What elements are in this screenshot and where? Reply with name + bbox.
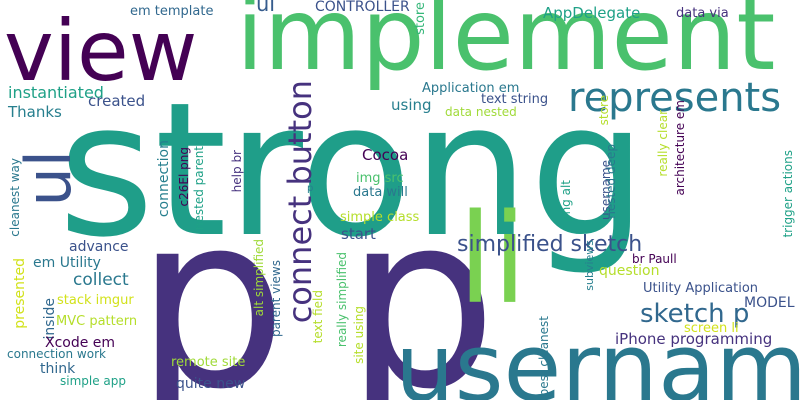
word-data-via: data via: [676, 6, 729, 21]
word-question: question: [599, 263, 660, 279]
word-subviews: subviews: [583, 240, 596, 291]
word-c26el-png: c26El png: [177, 147, 191, 207]
word-think: think: [40, 361, 76, 377]
word-controller: CONTROLLER: [315, 0, 410, 15]
word-really-clear: really clear: [656, 110, 670, 177]
word-connection-work: connection work: [7, 347, 106, 361]
word-connect-button: connect button: [281, 80, 319, 324]
word-site-using: site using: [352, 306, 366, 364]
word-stack-imgur: stack imgur: [57, 293, 134, 308]
word-em-template: em template: [130, 4, 214, 19]
word-em-utility: em Utility: [33, 255, 101, 271]
word-sketch-p: sketch p: [640, 299, 750, 329]
word-appdelegate: AppDelegate: [543, 4, 641, 22]
word-instantiated: instantiated: [8, 83, 104, 102]
word-ui: ui: [256, 0, 276, 16]
word-nested-deep: nested deep: [604, 144, 618, 219]
word-remote-site: remote site: [171, 355, 246, 370]
word-simple-class: simple class: [340, 210, 420, 225]
word-br-paull: br Paull: [632, 252, 677, 266]
word-advance: advance: [69, 239, 129, 255]
word-data-will: data will: [353, 185, 408, 200]
word-cocoa: Cocoa: [362, 146, 409, 164]
word-li: li: [458, 188, 527, 332]
word-store-vertical: store: [597, 95, 611, 126]
word-help-br: help br: [230, 150, 244, 193]
word-simple-app: simple app: [60, 374, 127, 388]
word-username: username: [395, 314, 800, 400]
word-png-alt: png alt: [559, 180, 573, 223]
word-screen-li: screen li: [684, 321, 739, 336]
word-architecture-em: architecture em: [673, 100, 687, 196]
word-application-em: Application em: [422, 81, 520, 96]
word-parent-views: parent views: [269, 260, 283, 338]
word-strong: strong: [58, 62, 647, 278]
word-implement: implement: [236, 0, 776, 93]
word-quite-new: quite new: [176, 376, 246, 392]
word-text-string: text string: [481, 92, 549, 107]
word-p-left: p: [135, 162, 288, 400]
word-p-right: p: [345, 162, 498, 400]
word-img-src: img src: [356, 171, 404, 186]
word-created: created: [88, 92, 146, 110]
word-connection: connection: [156, 140, 172, 218]
word-model: MODEL: [744, 295, 795, 311]
word-trigger-actions: trigger actions: [781, 150, 795, 238]
word-best-cleanest: best cleanest: [537, 316, 551, 397]
word-p-small: p: [307, 183, 314, 194]
word-alt-simplified: alt simplified: [252, 239, 266, 317]
word-inside: inside: [42, 298, 58, 340]
word-utility-application: Utility Application: [643, 281, 759, 296]
word-view: view: [4, 2, 198, 100]
word-iphone-programming: iPhone programming: [615, 330, 773, 348]
word-data-nested: data nested: [445, 105, 517, 119]
word-store-top: store: [413, 2, 428, 35]
word-text-field: text field: [311, 290, 325, 344]
word-using: using: [391, 96, 432, 114]
word-presented: presented: [12, 258, 28, 329]
word-xcode-em: Xcode em: [45, 335, 116, 351]
word-thanks: Thanks: [8, 103, 62, 121]
word-represents: represents: [568, 75, 782, 121]
word-collect: collect: [73, 270, 129, 290]
word-cleanest-way: cleanest way: [8, 158, 22, 237]
word-really-simplified: really simplified: [335, 252, 349, 348]
word-nested-parent: nested parent: [192, 146, 206, 231]
word-ul: ul: [12, 150, 85, 207]
word-simplified-sketch: simplified sketch: [457, 232, 643, 257]
word-start: start: [341, 225, 376, 243]
word-mvc-pattern: MVC pattern: [56, 314, 138, 329]
